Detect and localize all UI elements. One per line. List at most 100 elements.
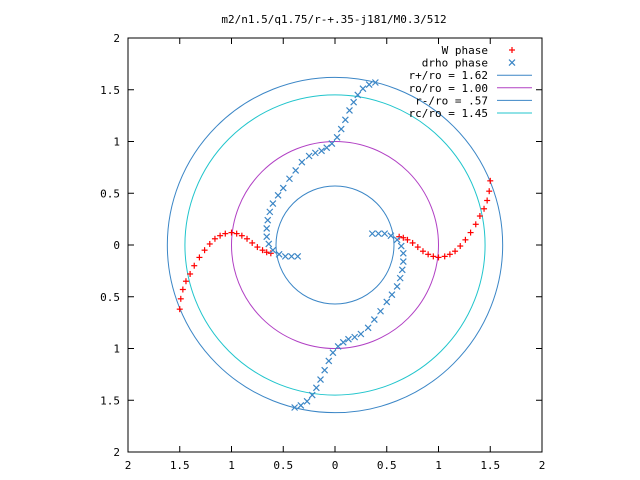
legend-label: r-/ro = .57: [415, 94, 488, 107]
x-tick-label: 1: [228, 459, 235, 472]
w-phase-point: [233, 230, 240, 237]
w-phase-point: [462, 236, 469, 243]
x-tick-label: 0: [332, 459, 339, 472]
drho-phase-point: [370, 316, 378, 323]
w-phase-point: [182, 278, 189, 285]
w-phase-point: [191, 262, 198, 269]
w-phase-point: [409, 239, 416, 246]
w-phase-point: [452, 248, 459, 255]
w-phase-point: [414, 244, 421, 251]
drho-phase-point: [329, 349, 337, 357]
w-phase-point: [254, 244, 261, 251]
w-phase-point: [400, 234, 407, 241]
drho-phase-point: [269, 200, 277, 208]
drho-phase-point: [388, 291, 396, 299]
drho-phase-point: [399, 258, 407, 265]
drho-phase-point: [269, 246, 277, 254]
x-tick-label: 1.5: [170, 459, 190, 472]
drho-phase-point: [321, 366, 329, 374]
drho-phase-point: [298, 158, 306, 166]
drho-phase-point: [263, 233, 271, 241]
drho-phase-point: [393, 236, 401, 244]
drho-phase-point: [279, 184, 287, 192]
drho-phase-point: [351, 333, 359, 341]
x-tick-label: 1: [435, 459, 442, 472]
w-phase-point: [211, 235, 218, 242]
drho-phase-point: [265, 240, 273, 248]
drho-phase-point: [274, 191, 282, 199]
drho-phase-point: [288, 252, 295, 260]
y-tick-label: 2: [113, 446, 120, 459]
drho-phase-point: [275, 250, 283, 258]
drho-phase-point: [354, 91, 362, 99]
drho-phase-point: [339, 338, 347, 346]
legend-label: ro/ro = 1.00: [409, 82, 488, 95]
w-phase-point: [238, 232, 245, 239]
legend-label: rc/ro = 1.45: [409, 107, 488, 120]
drho-phase-point: [383, 298, 391, 306]
drho-phase-point: [398, 266, 406, 274]
w-phase-point: [396, 233, 403, 240]
drho-phase-point: [377, 307, 384, 315]
drho-phase-point: [266, 208, 274, 216]
drho-phase-point: [375, 230, 382, 238]
circle-3: [184, 94, 486, 396]
drho-phase-point: [308, 391, 316, 399]
drho-phase-point: [396, 274, 404, 282]
drho-phase-point: [397, 242, 405, 250]
w-phase-point: [201, 247, 208, 254]
drho-phase-point: [325, 357, 333, 365]
drho-phase-point: [281, 252, 289, 260]
y-tick-label: 1: [113, 136, 120, 149]
legend-label: r+/ro = 1.62: [409, 69, 488, 82]
y-tick-label: 1.5: [100, 394, 120, 407]
drho-phase-point: [350, 98, 358, 106]
w-phase-point: [467, 229, 474, 236]
drho-phase-point: [294, 252, 302, 260]
w-phase-point: [476, 213, 483, 220]
points-layer: [176, 79, 494, 411]
x-tick-label: 2: [539, 459, 546, 472]
drho-phase-point: [291, 404, 299, 411]
w-phase-point: [228, 229, 235, 236]
w-phase-point: [267, 250, 274, 257]
drho-phase-point: [312, 384, 320, 392]
w-phase-point: [430, 253, 437, 260]
ticks-layer: 2 1.5 1 0.5 0 0.5 1 1.5 221.510.500.511.52: [100, 32, 545, 472]
circle-0: [166, 76, 504, 414]
w-phase-point: [441, 253, 448, 260]
drho-phase-point: [318, 147, 325, 155]
w-phase-point: [446, 251, 453, 258]
w-phase-point: [179, 286, 186, 293]
drho-phase-point: [381, 230, 389, 238]
drho-phase-point: [341, 116, 349, 124]
w-phase-point: [484, 197, 491, 204]
w-phase-point: [487, 177, 494, 184]
w-phase-point: [177, 295, 184, 302]
w-phase-point: [196, 254, 203, 261]
x-tick-label: 0.5: [273, 459, 293, 472]
drho-phase-point: [364, 324, 372, 332]
w-phase-point: [187, 270, 194, 277]
w-phase-point: [486, 188, 493, 195]
drho-phase-point: [311, 149, 319, 157]
drho-phase-point: [346, 107, 353, 114]
y-tick-label: 1.5: [100, 84, 120, 97]
w-phase-point: [206, 240, 213, 247]
circle-1: [231, 141, 439, 349]
drho-phase-point: [368, 230, 376, 238]
drho-phase-point: [317, 376, 324, 383]
x-tick-label: 1.5: [480, 459, 500, 472]
y-tick-label: 2: [113, 32, 120, 45]
chart-title: m2/n1.5/q1.75/r-+.35-j181/M0.3/512: [221, 13, 446, 26]
y-tick-label: 1: [113, 343, 120, 356]
w-phase-point: [244, 235, 251, 242]
drho-phase-point: [264, 216, 272, 224]
drho-phase-point: [371, 79, 379, 86]
y-tick-label: 0.5: [100, 187, 120, 200]
drho-phase-point: [297, 402, 305, 409]
w-phase-point: [419, 248, 426, 255]
drho-phase-point: [359, 85, 367, 93]
